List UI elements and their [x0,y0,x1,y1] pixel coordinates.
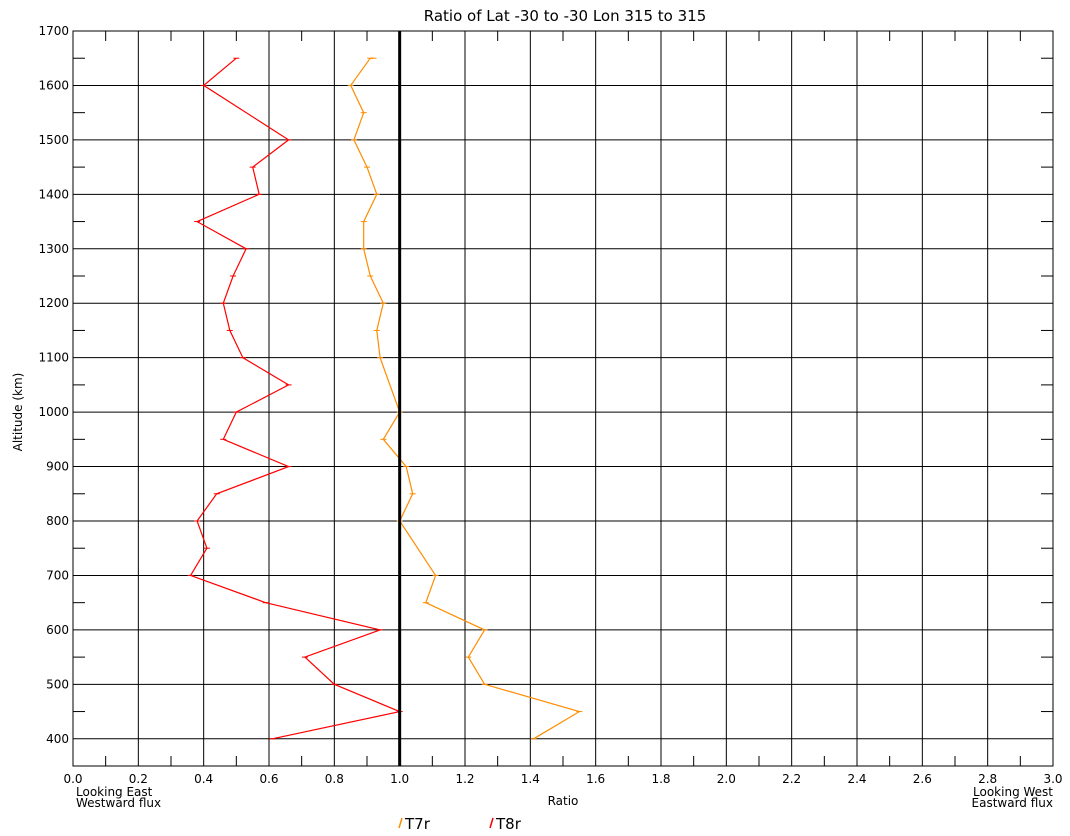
y-tick-label: 1700 [38,24,69,38]
x-tick-label: 0.0 [63,772,82,786]
y-tick-label: 800 [46,514,69,528]
x-tick-label: 1.0 [390,772,409,786]
legend-swatch-t7r [398,817,403,829]
left-annotation-line1: Looking East [76,785,153,799]
y-tick-label: 1200 [38,296,69,310]
x-tick-label: 2.4 [847,772,866,786]
left-annotation-line2: Westward flux [76,796,161,810]
y-tick-label: 900 [46,460,69,474]
x-tick-label: 0.8 [325,772,344,786]
series-t7r [347,57,583,740]
x-tick-label: 0.6 [259,772,278,786]
chart-title: Ratio of Lat -30 to -30 Lon 315 to 315 [424,7,706,25]
x-tick-label: 0.2 [129,772,148,786]
y-tick-label: 700 [46,568,69,582]
legend-swatch-t8r [489,817,494,829]
tick-labels: 0.0 0.2 0.4 0.6 0.8 1.0 1.2 1.4 1.6 1.8 2.0 2.2 2.4 2… [38,24,1062,786]
y-tick-label: 1000 [38,405,69,419]
series-line-t8r [189,57,402,740]
y-tick-label: 1300 [38,242,69,256]
right-annotation-line2: Eastward flux [972,796,1053,810]
y-tick-label: 1500 [38,133,69,147]
plot-frame [72,30,1054,767]
y-tick-label: 1400 [38,187,69,201]
x-tick-label: 2.2 [782,772,801,786]
ticks [73,31,1053,767]
series-lines [187,57,583,740]
x-axis-label: Ratio [548,794,579,808]
x-tick-label: 2.8 [978,772,997,786]
grid [73,31,1053,766]
x-tick-label: 3.0 [1043,772,1062,786]
y-tick-label: 1100 [38,351,69,365]
x-tick-label: 1.6 [586,772,605,786]
x-tick-label: 1.2 [455,772,474,786]
series-t8r [187,57,403,740]
y-tick-label: 500 [46,677,69,691]
legend: T7r T8r [398,815,522,833]
x-tick-label: 1.8 [651,772,670,786]
legend-label-t8r: T8r [495,815,522,833]
x-tick-label: 1.4 [521,772,540,786]
y-tick-label: 600 [46,623,69,637]
x-tick-label: 2.6 [913,772,932,786]
y-tick-label: 1600 [38,78,69,92]
right-annotation-line1: Looking West [973,785,1053,799]
y-axis-label: Altitude (km) [11,373,25,452]
x-tick-label: 0.4 [194,772,213,786]
y-tick-label: 400 [46,732,69,746]
x-tick-label: 2.0 [717,772,736,786]
legend-label-t7r: T7r [404,815,431,833]
